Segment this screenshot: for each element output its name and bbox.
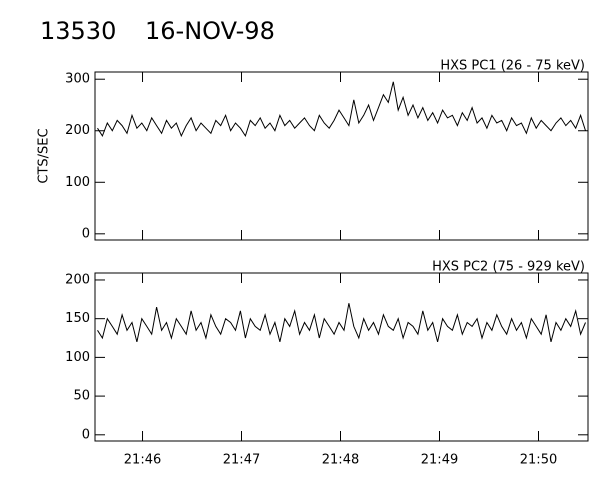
- x-tick-label: 21:48: [322, 453, 359, 468]
- x-tick-label: 21:49: [421, 453, 458, 468]
- x-tick-label: 21:47: [223, 453, 260, 468]
- y-tick-label: 200: [65, 272, 90, 287]
- y-tick-label: 0: [82, 427, 90, 442]
- plot-frame: [94, 71, 589, 241]
- x-tick-label: 21:46: [124, 453, 161, 468]
- panel-label: HXS PC2 (75 - 929 keV): [432, 260, 585, 275]
- y-axis-label: CTS/SEC: [37, 128, 52, 183]
- y-tick-label: 50: [73, 389, 90, 404]
- series-line: [97, 81, 586, 138]
- y-tick-label: 100: [65, 175, 90, 190]
- y-tick-label: 200: [65, 123, 90, 138]
- x-tick-label: 21:50: [520, 453, 557, 468]
- y-tick-label: 150: [65, 311, 90, 326]
- panel-label: HXS PC1 (26 - 75 keV): [440, 59, 585, 74]
- y-tick-label: 0: [82, 226, 90, 241]
- date: 16-NOV-98: [145, 17, 275, 45]
- y-tick-label: 100: [65, 350, 90, 365]
- orbit-id: 13530: [40, 17, 116, 45]
- plot-frame: [94, 272, 589, 442]
- series-line: [97, 303, 586, 343]
- y-tick-label: 300: [65, 72, 90, 87]
